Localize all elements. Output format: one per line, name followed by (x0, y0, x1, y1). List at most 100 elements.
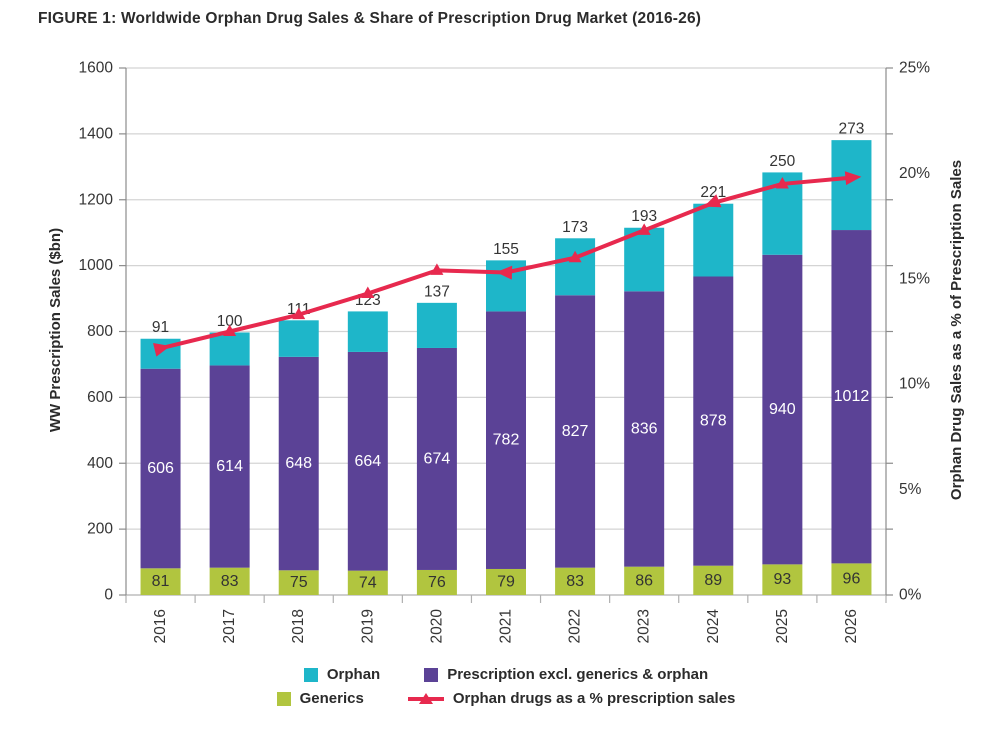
line-marker-arrow (703, 194, 722, 208)
legend-item-orphan-drugs-as-a-prescription-sales: Orphan drugs as a % prescription sales (407, 690, 736, 707)
legend-label: Generics (299, 690, 364, 707)
bar-segment-generics-2025 (762, 564, 803, 595)
bar-segment-label-prescription: 940 (769, 401, 796, 418)
bar-segment-label-prescription: 674 (424, 450, 451, 467)
bar-total-label: 100 (217, 313, 243, 330)
left-axis-tick-label: 1600 (79, 60, 114, 77)
bar-segment-generics-2018 (278, 570, 319, 595)
bar-segment-orphan-2020 (416, 302, 457, 348)
bar-segment-prescription-2022 (555, 295, 596, 568)
bar-segment-label-prescription: 664 (354, 453, 381, 470)
left-axis-title: WW Prescription Sales ($bn) (47, 227, 64, 433)
bar-segment-label-prescription: 606 (147, 460, 174, 477)
bar-segment-generics-2016 (140, 568, 181, 595)
x-category-label: 2017 (221, 609, 238, 643)
bar-segment-label-prescription: 878 (700, 413, 727, 430)
bar-total-label: 193 (631, 208, 657, 225)
bar-segment-generics-2023 (624, 566, 665, 595)
left-axis-tick-label: 1000 (79, 257, 114, 274)
line-marker-arrow (153, 342, 171, 357)
x-category-label: 2023 (636, 609, 653, 643)
legend-triangle-icon (418, 692, 433, 704)
left-axis-tick-label: 200 (87, 521, 113, 538)
x-category-label: 2016 (152, 609, 169, 643)
bar-segment-prescription-2019 (347, 351, 388, 571)
legend-item-generics: Generics (276, 690, 364, 707)
legend-label: Prescription excl. generics & orphan (447, 666, 709, 683)
x-category-label: 2019 (359, 609, 376, 643)
right-axis-tick-label: 0% (899, 587, 922, 604)
bar-segment-generics-2021 (486, 568, 526, 595)
right-axis-tick-label: 10% (899, 376, 930, 393)
bar-segment-orphan-2017 (209, 332, 250, 366)
bar-segment-orphan-2026 (831, 140, 872, 231)
bar-total-label: 137 (424, 283, 450, 300)
left-axis-tick-label: 800 (87, 323, 113, 340)
bar-segment-orphan-2024 (693, 203, 734, 277)
bar-segment-generics-2020 (416, 569, 457, 595)
line-marker-triangle (568, 250, 582, 263)
bar-segment-label-generics: 96 (843, 571, 861, 588)
legend-label: Orphan drugs as a % prescription sales (452, 690, 736, 707)
left-axis-tick-label: 0 (104, 587, 113, 604)
bar-segment-orphan-2022 (555, 238, 596, 296)
bar-segment-label-prescription: 836 (631, 420, 658, 437)
bar-segment-label-generics: 89 (704, 572, 722, 589)
legend-row: Orphan Prescription excl. generics & orph… (303, 666, 708, 683)
line-marker-triangle (775, 176, 789, 189)
legend-row: Generics Orphan drugs as a % prescription… (276, 690, 736, 707)
bar-segment-prescription-2024 (693, 276, 734, 566)
bar-total-label: 173 (562, 219, 588, 236)
line-marker-triangle (292, 307, 306, 320)
bar-segment-label-generics: 81 (152, 573, 170, 590)
bar-segment-label-prescription: 648 (285, 455, 312, 472)
bar-segment-label-generics: 76 (428, 574, 446, 591)
bar-segment-label-prescription: 1012 (834, 388, 870, 405)
legend-swatch-icon (303, 667, 318, 682)
bar-segment-generics-2026 (831, 563, 872, 595)
bar-segment-prescription-2020 (416, 347, 457, 570)
line-marker-arrow (496, 265, 513, 280)
bar-segment-prescription-2026 (831, 230, 872, 564)
x-category-label: 2021 (498, 609, 515, 643)
bar-segment-label-generics: 79 (497, 573, 515, 590)
x-category-label: 2026 (843, 609, 860, 643)
bar-segment-label-generics: 74 (359, 574, 377, 591)
legend-line-triangle-icon (407, 692, 444, 706)
right-axis-tick-label: 15% (899, 270, 930, 287)
bar-segment-prescription-2018 (278, 356, 319, 571)
bar-segment-label-prescription: 827 (562, 423, 589, 440)
x-category-label: 2022 (567, 609, 584, 643)
bar-segment-label-generics: 75 (290, 574, 308, 591)
left-axis-tick-label: 1200 (79, 191, 114, 208)
bar-segment-label-prescription: 614 (216, 458, 243, 475)
bar-segment-generics-2019 (347, 570, 388, 595)
legend-swatch-icon (276, 691, 291, 706)
legend-item-prescription-excl-generics-orphan: Prescription excl. generics & orphan (424, 666, 708, 683)
bar-segment-orphan-2018 (278, 320, 319, 357)
bar-segment-prescription-2017 (209, 365, 250, 568)
legend-swatch-icon (424, 667, 439, 682)
bar-segment-generics-2017 (209, 567, 250, 595)
bar-segment-label-generics: 93 (773, 571, 791, 588)
chart-title: FIGURE 1: Worldwide Orphan Drug Sales & … (38, 10, 702, 27)
bar-segment-generics-2024 (693, 565, 734, 595)
left-axis-tick-label: 1400 (79, 125, 114, 142)
right-axis-tick-label: 5% (899, 481, 922, 498)
x-category-label: 2024 (705, 609, 722, 644)
legend-label: Orphan (326, 666, 381, 683)
bar-segment-prescription-2016 (140, 368, 181, 569)
bar-total-label: 155 (493, 241, 519, 258)
bar-total-label: 273 (839, 121, 865, 138)
bar-segment-orphan-2023 (624, 227, 665, 292)
line-marker-triangle (430, 263, 444, 275)
bar-segment-generics-2022 (555, 567, 596, 595)
x-category-label: 2020 (428, 609, 445, 644)
bar-segment-prescription-2023 (624, 291, 665, 567)
line-marker-triangle (637, 223, 651, 235)
line-marker-triangle (223, 324, 237, 336)
line-marker-arrow (844, 171, 862, 186)
right-axis-title: Orphan Drug Sales as a % of Prescription… (948, 159, 965, 501)
bar-segment-label-generics: 83 (221, 573, 239, 590)
